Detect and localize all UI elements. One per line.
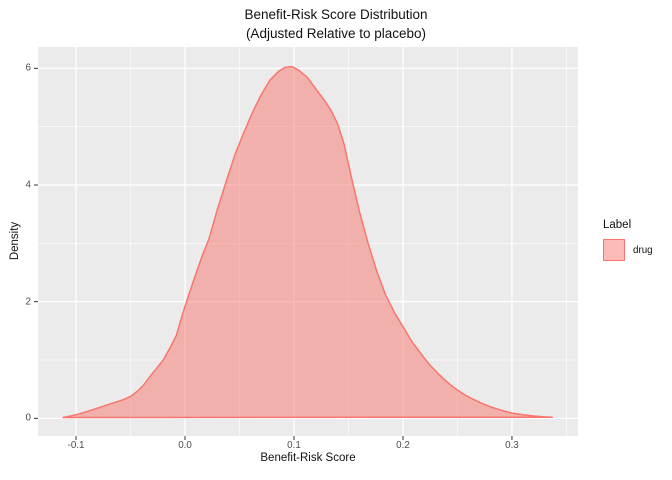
y-tick-label: 0	[25, 412, 31, 424]
legend-title: Label	[603, 219, 632, 231]
legend-key-swatch	[603, 239, 625, 261]
x-tick-label: -0.1	[67, 440, 85, 451]
x-axis-title: Benefit-Risk Score	[260, 452, 356, 464]
y-tick-label: 2	[25, 296, 31, 308]
x-tick-label: 0.1	[287, 440, 301, 451]
legend: Label drug	[603, 219, 653, 261]
y-axis-title: Density	[9, 221, 21, 261]
chart-title: Benefit-Risk Score Distribution (Adjuste…	[0, 5, 672, 43]
chart-title-line1: Benefit-Risk Score Distribution	[244, 7, 428, 22]
chart-title-line2: (Adjusted Relative to placebo)	[245, 26, 427, 41]
legend-entry-label: drug	[633, 244, 653, 256]
legend-entry-drug: drug	[603, 239, 653, 261]
density-curve-drug	[62, 65, 554, 419]
y-tick-label: 6	[25, 62, 31, 74]
x-tick-label: 0.3	[505, 440, 519, 451]
y-tick-label: 4	[25, 179, 31, 191]
x-tick-label: 0.2	[396, 440, 410, 451]
x-tick-label: 0.0	[178, 440, 192, 451]
